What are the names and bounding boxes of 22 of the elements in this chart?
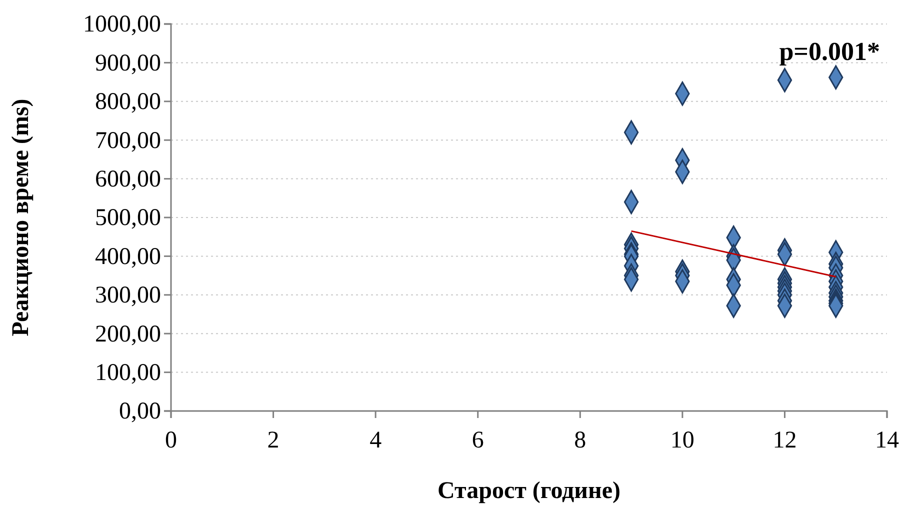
x-tick-label: 8 (574, 427, 586, 454)
y-axis-title: Реакционо време (ms) (8, 98, 34, 336)
y-tick-label: 1000,00 (83, 12, 161, 38)
y-tick-label: 200,00 (95, 321, 161, 348)
x-tick-label: 14 (875, 427, 899, 454)
y-tick-label: 500,00 (95, 205, 161, 232)
x-tick-label: 12 (772, 427, 797, 454)
y-tick-label: 900,00 (95, 50, 161, 76)
y-tick-label: 100,00 (95, 360, 161, 386)
x-tick-label: 6 (472, 427, 484, 454)
x-tick-label: 0 (165, 427, 177, 454)
y-tick-label: 800,00 (95, 89, 161, 116)
x-tick-label: 10 (670, 427, 694, 454)
x-tick-label: 4 (370, 427, 382, 454)
x-tick-label: 2 (267, 427, 280, 454)
y-tick-label: 700,00 (95, 128, 161, 154)
x-axis-title: Старост (године) (438, 478, 620, 504)
y-tick-label: 400,00 (95, 244, 161, 270)
y-tick-label: 600,00 (95, 166, 161, 192)
annotation: p=0.001* (779, 37, 880, 66)
y-tick-label: 300,00 (95, 282, 161, 309)
y-tick-label: 0,00 (119, 398, 161, 425)
